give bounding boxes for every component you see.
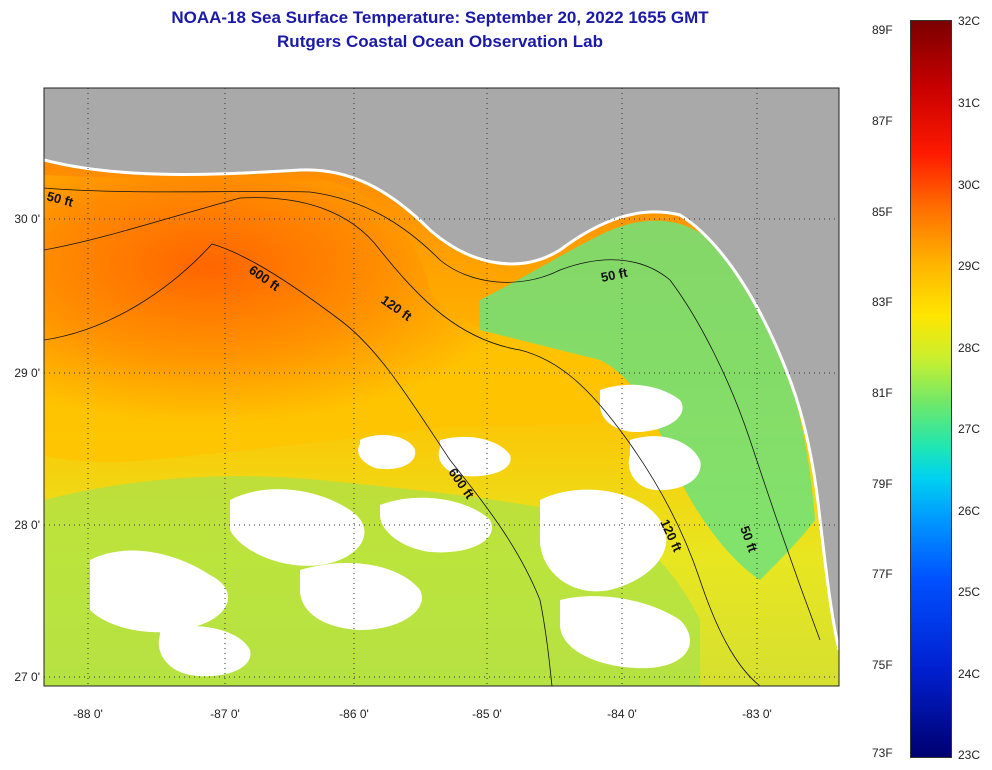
lon-label-83: -83 0' xyxy=(742,707,772,721)
colorbar-f-79: 79F xyxy=(872,477,893,491)
map-frame xyxy=(43,87,840,687)
colorbar-c-23: 23C xyxy=(958,748,981,762)
contour-label-east-50: 50 ft xyxy=(600,265,630,285)
contour-600ft-line xyxy=(44,243,553,686)
lat-label-29: 29 0' xyxy=(14,366,40,380)
lon-label-84: -84 0' xyxy=(607,707,637,721)
colorbar-f-85: 85F xyxy=(872,205,893,219)
colorbar-c-27: 27C xyxy=(958,422,981,436)
lon-label-86: -86 0' xyxy=(339,707,369,721)
colorbar-c-28: 28C xyxy=(958,341,981,355)
colorbar-c-32: 32C xyxy=(958,14,981,28)
lat-label-27: 27 0' xyxy=(14,670,40,684)
colorbar-f-83: 83F xyxy=(872,295,893,309)
colorbar-c-26: 26C xyxy=(958,504,981,518)
temperature-colorbar xyxy=(910,20,952,758)
colorbar-c-24: 24C xyxy=(958,667,981,681)
colorbar-c-30: 30C xyxy=(958,178,981,192)
colorbar-f-75: 75F xyxy=(872,658,893,672)
lon-label-85: -85 0' xyxy=(472,707,502,721)
colorbar-f-77: 77F xyxy=(872,567,893,581)
coastline xyxy=(44,158,839,651)
contour-120ft-line xyxy=(44,197,761,686)
colorbar-c-25: 25C xyxy=(958,585,981,599)
colorbar-c-31: 31C xyxy=(958,96,981,110)
map-title: NOAA-18 Sea Surface Temperature: Septemb… xyxy=(171,8,709,27)
contour-label-west-50: 50 ft xyxy=(45,188,75,210)
map-subtitle: Rutgers Coastal Ocean Observation Lab xyxy=(277,32,603,51)
lon-label-88: -88 0' xyxy=(73,707,103,721)
lat-label-30: 30 0' xyxy=(14,212,40,226)
colorbar-f-73: 73F xyxy=(872,746,893,760)
lon-label-87: -87 0' xyxy=(210,707,240,721)
colorbar-f-89: 89F xyxy=(872,23,893,37)
colorbar-c-29: 29C xyxy=(958,259,981,273)
contour-50ft-line xyxy=(44,187,821,641)
colorbar-f-81: 81F xyxy=(872,386,893,400)
cloud-cover xyxy=(90,384,701,677)
colorbar-f-87: 87F xyxy=(872,114,893,128)
lat-label-28: 28 0' xyxy=(14,518,40,532)
